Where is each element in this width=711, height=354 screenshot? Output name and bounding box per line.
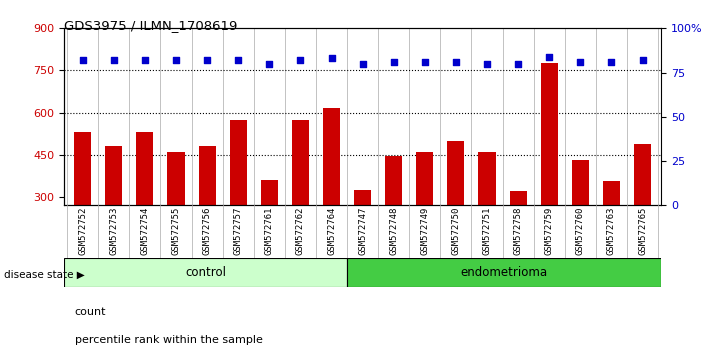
Text: GSM572749: GSM572749 bbox=[420, 206, 429, 255]
Bar bbox=[572, 160, 589, 205]
Bar bbox=[64, 258, 347, 287]
Text: GSM572756: GSM572756 bbox=[203, 206, 212, 255]
Text: GSM572755: GSM572755 bbox=[171, 206, 181, 255]
Point bbox=[450, 59, 461, 65]
Text: GSM572760: GSM572760 bbox=[576, 206, 585, 255]
Point bbox=[201, 57, 213, 63]
Text: count: count bbox=[75, 307, 106, 316]
Bar bbox=[167, 152, 185, 205]
Bar bbox=[479, 152, 496, 205]
Text: GSM572752: GSM572752 bbox=[78, 206, 87, 255]
Text: GSM572758: GSM572758 bbox=[513, 206, 523, 255]
Bar bbox=[137, 132, 154, 205]
Bar bbox=[292, 120, 309, 205]
Bar bbox=[347, 258, 661, 287]
Text: GSM572759: GSM572759 bbox=[545, 206, 554, 255]
Text: control: control bbox=[185, 266, 226, 279]
Bar bbox=[385, 156, 402, 205]
Bar bbox=[323, 108, 340, 205]
Point bbox=[574, 59, 586, 65]
Point bbox=[419, 59, 430, 65]
Point bbox=[232, 57, 244, 63]
Point bbox=[170, 57, 181, 63]
Text: percentile rank within the sample: percentile rank within the sample bbox=[75, 335, 262, 345]
Bar bbox=[447, 141, 464, 205]
Text: GSM572761: GSM572761 bbox=[264, 206, 274, 255]
Point bbox=[606, 59, 617, 65]
Point bbox=[357, 61, 368, 67]
Text: GSM572757: GSM572757 bbox=[234, 206, 242, 255]
Text: GSM572753: GSM572753 bbox=[109, 206, 118, 255]
Point bbox=[77, 57, 88, 63]
Point bbox=[513, 61, 524, 67]
Bar bbox=[354, 190, 371, 205]
Text: GSM572763: GSM572763 bbox=[607, 206, 616, 255]
Bar bbox=[105, 146, 122, 205]
Point bbox=[294, 57, 306, 63]
Point bbox=[139, 57, 151, 63]
Point bbox=[388, 59, 400, 65]
Text: GDS3975 / ILMN_1708619: GDS3975 / ILMN_1708619 bbox=[64, 19, 237, 33]
Bar bbox=[261, 180, 278, 205]
Point bbox=[326, 56, 337, 61]
Point bbox=[637, 57, 648, 63]
Bar bbox=[230, 120, 247, 205]
Bar bbox=[603, 182, 620, 205]
Text: GSM572754: GSM572754 bbox=[140, 206, 149, 255]
Text: GSM572762: GSM572762 bbox=[296, 206, 305, 255]
Point bbox=[543, 54, 555, 59]
Point bbox=[264, 61, 275, 67]
Bar bbox=[74, 132, 91, 205]
Text: GSM572751: GSM572751 bbox=[483, 206, 491, 255]
Point bbox=[481, 61, 493, 67]
Text: GSM572747: GSM572747 bbox=[358, 206, 367, 255]
Bar bbox=[416, 152, 434, 205]
Text: GSM572764: GSM572764 bbox=[327, 206, 336, 255]
Bar bbox=[510, 191, 527, 205]
Text: GSM572748: GSM572748 bbox=[389, 206, 398, 255]
Point bbox=[108, 57, 119, 63]
Text: GSM572765: GSM572765 bbox=[638, 206, 647, 255]
Bar bbox=[634, 143, 651, 205]
Text: endometrioma: endometrioma bbox=[461, 266, 547, 279]
Bar bbox=[198, 146, 215, 205]
Text: disease state ▶: disease state ▶ bbox=[4, 269, 85, 279]
Text: GSM572750: GSM572750 bbox=[451, 206, 461, 255]
Bar bbox=[540, 63, 558, 205]
